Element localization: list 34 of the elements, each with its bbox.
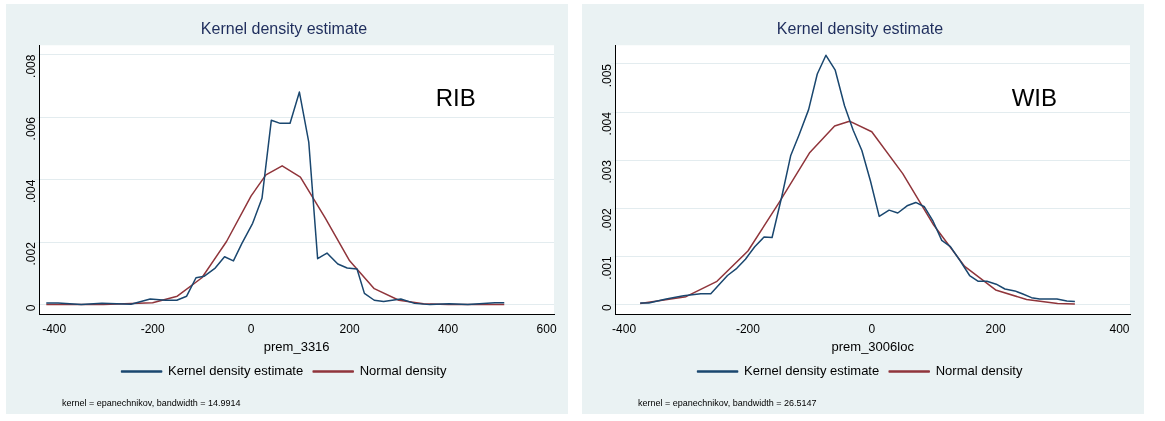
legend-label: Normal density [935,363,1023,379]
text: kernel = epanechnikov, bandwidth = 14.9914 [62,397,241,408]
x-tick-label: 0 [868,321,876,336]
x-tick-label: 400 [438,321,459,336]
legend-label: Kernel density estimate [744,363,880,379]
x-tick-label: 200 [339,321,360,336]
annotation: WIB [1011,83,1057,111]
y-tick-label: 0 [599,304,614,312]
y-tick-label: .004 [23,179,38,203]
y-tick-label: .006 [23,116,38,141]
y-tick-label: .002 [23,241,38,266]
y-tick-label: 0 [23,304,38,312]
x-tick-label: 400 [1109,321,1130,336]
x-tick-label: -200 [735,321,761,336]
y-tick-label: .005 [599,63,614,88]
y-tick-label: .001 [599,255,614,280]
text: kernel = epanechnikov, bandwidth = 26.5147 [638,397,817,408]
y-tick-label: .003 [599,159,614,184]
y-tick-label: .004 [599,111,614,136]
x-tick-label: 0 [247,321,255,336]
x-tick-label: -400 [612,321,637,336]
chart-title: Kernel density estimate [200,20,368,38]
x-tick-label: -400 [42,321,67,336]
chart-title: Kernel density estimate [776,20,944,38]
x-axis-title: prem_3316 [263,338,330,354]
x-tick-label: 200 [985,321,1006,336]
legend-label: Kernel density estimate [168,363,304,379]
y-tick-label: .002 [599,207,614,232]
x-axis-title: prem_3006loc [831,338,915,354]
x-tick-label: -200 [140,321,165,336]
annotation: RIB [435,83,476,111]
y-tick-label: .008 [23,54,38,78]
legend-label: Normal density [359,363,447,379]
x-tick-label: 600 [536,321,557,336]
